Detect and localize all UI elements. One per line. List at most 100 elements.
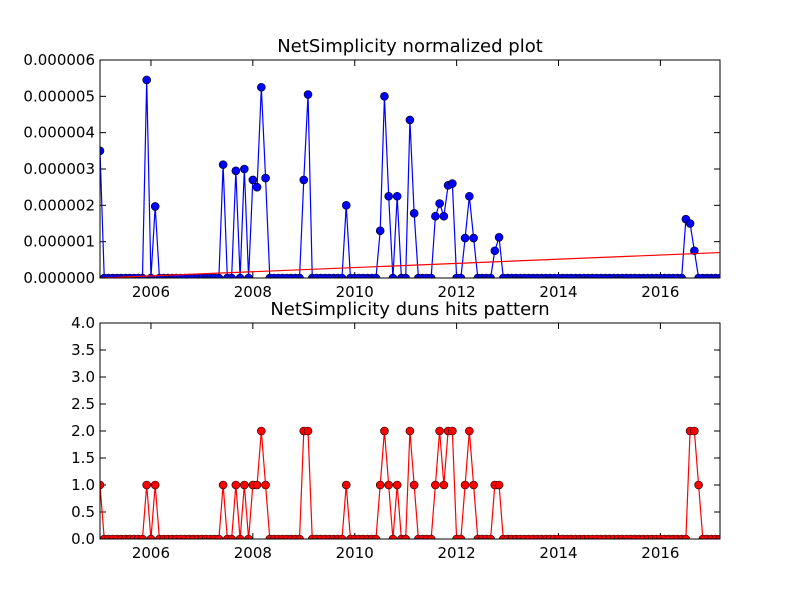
normalized-plot-y-tick-label: 0.000006 [23,51,95,69]
normalized-plot-data-point [218,160,228,169]
normalized-plot-y-tick-label: 0.000002 [23,196,95,214]
hits-pattern-x-axis: 2006 2008 2010 2012 2014 2016 [132,323,679,562]
normalized-plot-data-point [295,273,304,278]
hits-pattern-x-tick-label: 2010 [336,544,374,562]
hits-pattern-data-point [240,480,249,490]
hits-pattern-data-point [401,534,410,539]
normalized-plot-data-point [690,246,699,256]
hits-pattern-x-tick-label: 2006 [132,544,170,562]
normalized-plot-data-point [677,273,686,278]
hits-pattern-data-point [426,534,436,539]
hits-pattern-data-point [384,480,393,490]
normalized-plot-data-point [299,175,309,185]
normalized-plot-series-line [100,79,720,278]
hits-pattern-x-tick-label: 2014 [539,544,577,562]
hits-pattern-data-point [235,534,245,539]
normalized-plot-x-tick-label: 2016 [641,283,679,301]
hits-pattern-y-tick-label: 3.5 [71,341,95,359]
normalized-plot-data-point [303,90,313,99]
hits-pattern-series-line [100,430,720,539]
normalized-plot-y-tick-label: 0.000003 [23,160,95,178]
normalized-plot-data-point [456,273,466,278]
normalized-plot-y-axis: 0.000000 0.000001 0.000002 0.000003 0.000004… [23,51,720,287]
hits-pattern-data-point [460,480,470,490]
hits-pattern-data-point [431,480,440,490]
hits-pattern-data-point [214,534,224,539]
hits-pattern-area [100,426,720,539]
normalized-plot-data-point [685,219,695,228]
normalized-plot-x-tick-label: 2008 [234,283,272,301]
normalized-plot-data-point [337,273,347,278]
hits-pattern-data-point [138,534,147,539]
hits-pattern-y-axis: 0.0 0.5 1.0 1.5 2.0 2.5 3.0 3.5 4.0 [71,314,720,548]
hits-pattern-data-point [218,480,228,490]
normalized-plot-title: NetSimplicity normalized plot [277,36,543,57]
hits-pattern-data-point [465,426,474,436]
normalized-plot-data-point [460,233,470,243]
normalized-plot-data-point [257,82,266,92]
normalized-plot-data-point [384,191,393,201]
normalized-plot-data-point [142,75,151,85]
normalized-plot-data-point [150,202,160,211]
hits-pattern-y-tick-label: 0.0 [71,530,95,548]
hits-pattern-y-tick-label: 1.5 [71,449,95,467]
normalized-plot-x-tick-label: 2014 [539,283,577,301]
hits-pattern-data-point [257,426,266,436]
hits-pattern-data-point [392,480,402,490]
normalized-plot-data-point [465,191,474,201]
normalized-plot-data-point [231,166,241,176]
hits-pattern-data-point [435,426,444,436]
hits-pattern-data-point [341,480,351,490]
normalized-plot-data-point [227,273,236,278]
normalized-plot-y-tick-label: 0.000001 [23,233,95,251]
normalized-plot-x-tick-label: 2006 [132,283,170,301]
normalized-plot-y-tick-label: 0.000000 [23,269,95,287]
normalized-plot-data-point [248,175,258,185]
normalized-plot-panel: NetSimplicity normalized plot 2006 2008 20… [23,36,721,301]
hits-pattern-y-tick-label: 2.5 [71,395,95,413]
hits-pattern-data-point [681,534,691,539]
hits-pattern-x-tick-label: 2008 [234,544,272,562]
hits-pattern-x-tick-label: 2012 [438,544,476,562]
hits-pattern-data-point [494,480,504,490]
normalized-plot-data-point [448,179,457,188]
hits-pattern-y-tick-label: 2.0 [71,422,95,440]
normalized-plot-data-point [100,146,105,156]
hits-pattern-x-tick-label: 2016 [641,544,679,562]
hits-pattern-data-point [150,480,160,490]
normalized-plot-data-point [401,273,410,278]
normalized-plot-y-tick-label: 0.000005 [23,87,95,105]
normalized-plot-data-point [469,233,478,243]
normalized-plot-data-point [439,211,449,221]
normalized-plot-data-point [409,209,419,218]
hits-pattern-data-point [337,534,347,539]
normalized-plot-data-point [426,273,436,278]
normalized-plot-y-tick-label: 0.000004 [23,124,95,142]
normalized-plot-data-point [261,173,270,183]
hits-pattern-data-point [405,426,415,436]
hits-pattern-data-point [371,534,381,539]
normalized-plot-data-point [244,273,253,278]
hits-pattern-data-point [100,480,105,490]
normalized-plot-frame [99,59,721,279]
hits-pattern-data-point [456,534,466,539]
normalized-plot-data-point [240,164,249,174]
hits-pattern-data-point [388,534,398,539]
hits-pattern-data-point [486,534,495,539]
normalized-plot-area [100,75,720,278]
normalized-plot-data-point [494,233,504,242]
normalized-plot-data-point [490,246,500,256]
normalized-plot-trend-line [100,251,720,278]
normalized-plot-data-point [405,115,415,125]
hits-pattern-y-tick-label: 0.5 [71,503,95,521]
normalized-plot-data-point [252,182,262,192]
normalized-plot-x-tick-label: 2012 [438,283,476,301]
hits-pattern-data-point [244,534,253,539]
normalized-plot-data-point [214,273,224,278]
hits-pattern-data-point [227,534,236,539]
hits-pattern-data-point [375,480,385,490]
hits-pattern-y-tick-label: 4.0 [71,314,95,332]
hits-pattern-data-point [690,426,699,436]
normalized-plot-data-point [486,273,495,278]
